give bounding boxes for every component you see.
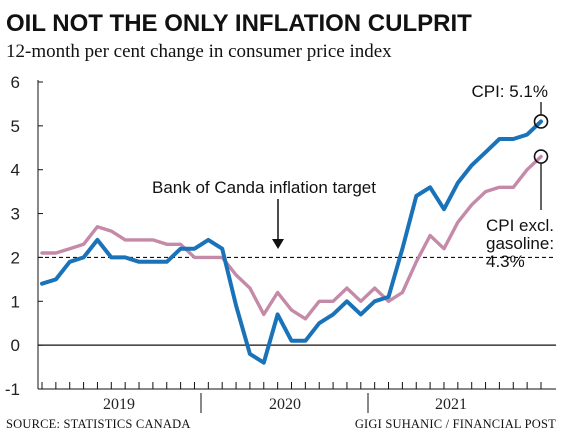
y-tick-label: 4 [11, 161, 20, 180]
cpi-end-marker [533, 114, 549, 129]
cpi-label: CPI: 5.1% [471, 82, 548, 101]
y-tick-label: 6 [11, 73, 20, 92]
year-label: 2020 [269, 396, 301, 413]
y-tick-label: 1 [11, 292, 20, 311]
y-axis: -1 0 1 2 3 4 5 6 [5, 73, 43, 399]
credit-note: GIGI SUHANIC / FINANCIAL POST [355, 417, 556, 431]
cpi-excl-label-line: gasoline: [486, 234, 554, 253]
cpi-excl-end-marker [533, 149, 549, 164]
y-tick-label: 3 [11, 205, 20, 224]
y-tick-label: 2 [11, 248, 20, 267]
cpi-excl-gasoline-line [40, 154, 543, 321]
source-note: SOURCE: STATISTICS CANADA [6, 417, 191, 431]
chart-subtitle: 12-month per cent change in consumer pri… [6, 41, 392, 62]
cpi-line [40, 119, 543, 365]
y-tick-label: 0 [11, 336, 20, 355]
year-label: 2021 [435, 396, 467, 413]
y-tick-label: -1 [5, 380, 20, 399]
year-label: 2019 [103, 396, 135, 413]
chart-title: OIL NOT THE ONLY INFLATION CULPRIT [6, 10, 472, 37]
target-arrow-head [272, 239, 284, 249]
target-label: Bank of Canda inflation target [152, 178, 376, 197]
annotations: CPI: 5.1% CPI excl.gasoline:4.3% [471, 82, 554, 271]
series [40, 119, 543, 365]
inflation-target: Bank of Canda inflation target [38, 178, 556, 259]
y-tick-label: 5 [11, 117, 20, 136]
cpi-excl-label-line: CPI excl. [486, 216, 554, 235]
cpi-excl-label-line: 4.3% [486, 252, 525, 271]
axes: 2019 2020 2021 [37, 80, 556, 413]
